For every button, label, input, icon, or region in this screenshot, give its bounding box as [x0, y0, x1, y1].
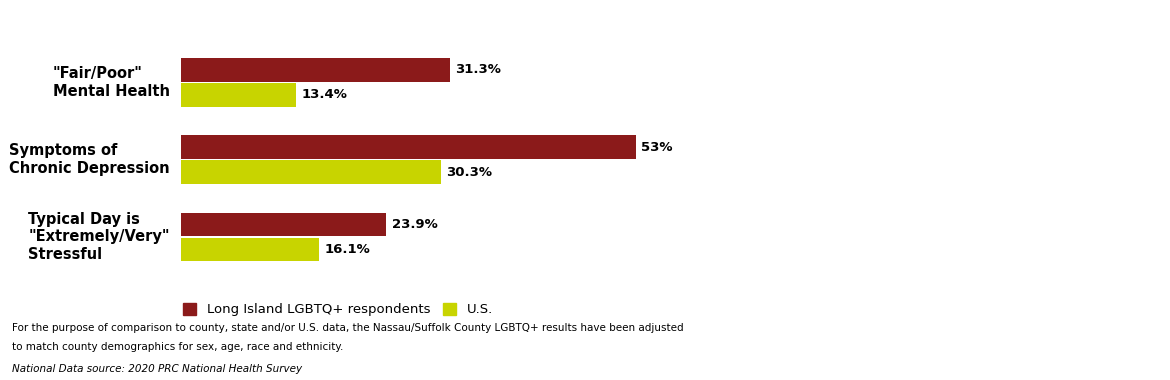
Bar	[181, 212, 386, 236]
Text: to match county demographics for sex, age, race and ethnicity.: to match county demographics for sex, ag…	[12, 342, 343, 352]
Text: 30.3%: 30.3%	[447, 166, 493, 179]
Text: National Data source: 2020 PRC National Health Survey: National Data source: 2020 PRC National …	[12, 364, 302, 374]
Bar	[181, 160, 441, 184]
Text: Symptoms of
Chronic Depression: Symptoms of Chronic Depression	[9, 143, 170, 176]
Text: "Fair/Poor"
Mental Health: "Fair/Poor" Mental Health	[53, 66, 170, 98]
Legend: Long Island LGBTQ+ respondents, U.S.: Long Island LGBTQ+ respondents, U.S.	[183, 303, 494, 317]
Bar	[181, 83, 296, 107]
Bar	[181, 238, 319, 261]
Text: 31.3%: 31.3%	[455, 63, 501, 76]
Text: 13.4%: 13.4%	[302, 89, 347, 101]
Text: 16.1%: 16.1%	[324, 243, 371, 256]
Text: Typical Day is
"Extremely/Very"
Stressful: Typical Day is "Extremely/Very" Stressfu…	[28, 212, 170, 262]
Text: For the purpose of comparison to county, state and/or U.S. data, the Nassau/Suff: For the purpose of comparison to county,…	[12, 323, 683, 332]
Bar	[181, 135, 636, 159]
Text: 53%: 53%	[641, 141, 673, 154]
Bar	[181, 58, 450, 82]
Text: 23.9%: 23.9%	[392, 218, 438, 231]
